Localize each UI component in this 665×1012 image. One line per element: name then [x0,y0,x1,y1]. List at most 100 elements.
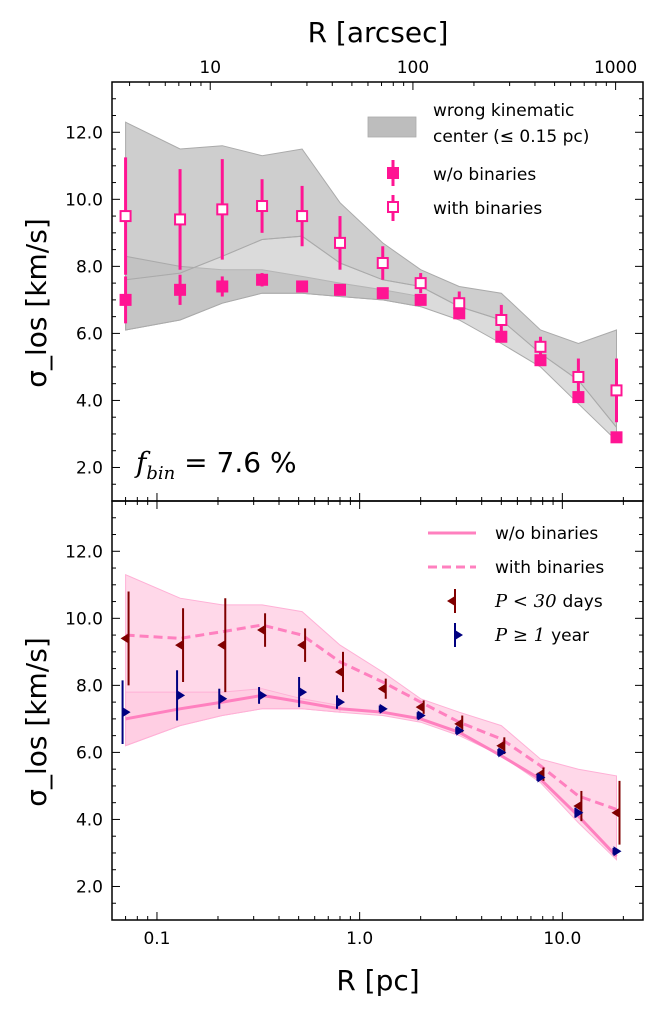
data-point-filled [296,280,309,293]
data-point-triangle-right [379,703,388,714]
data-point-filled [572,391,585,404]
data-point-triangle-right [575,807,584,818]
data-point-triangle-left [573,801,582,812]
top-x-tick-label: 1000 [594,58,637,78]
data-point-filled [216,280,229,293]
data-point-triangle-right [219,693,228,704]
x-tick-label: 1.0 [346,929,373,949]
data-point-open [376,257,389,270]
bottom-panel: 2.0 4.0 6.0 8.0 10.0 12.0 0.1 1.0 10.0 [65,500,644,949]
data-point-filled [256,273,269,286]
y-tick-label: 6.0 [76,743,103,763]
data-point-open [534,340,547,353]
y-tick-label: 2.0 [76,458,103,478]
legend-filled-marker [387,167,399,179]
data-point-open [334,236,347,249]
y-tick-label: 2.0 [76,877,103,897]
data-point-triangle-right [417,710,426,721]
legend-band-swatch [367,116,417,138]
y-tick-label: 8.0 [76,257,103,277]
bottom-legend: w/o binaries with binaries P < 30 days P … [428,524,604,647]
data-point-open [453,297,466,310]
data-point-filled [414,293,427,306]
y-tick-label: 4.0 [76,810,103,830]
legend-blue-label: P ≥ 1 year [494,625,589,646]
data-point-open [610,384,623,397]
legend-band-label-2: center (≤ 0.15 pc) [433,127,589,147]
data-point-triangle-right [456,725,465,736]
legend-red-symbol: P < 30 [494,591,557,612]
data-point-triangle-right [299,687,308,698]
top-axis-label: R [arcsec] [308,16,449,49]
data-point-triangle-left [217,640,226,651]
data-point-open [572,370,585,383]
y-tick-label: 12.0 [65,542,103,562]
data-point-open [414,277,427,290]
y-tick-label: 10.0 [65,609,103,629]
data-point-triangle-left [175,640,184,651]
legend-red-label: P < 30 days [494,591,603,612]
top-panel: 2.0 4.0 6.0 8.0 10.0 12.0 10 100 1000 [65,58,644,502]
fbin-annotation: fbin = 7.6 % [134,446,297,484]
data-point-open [495,313,508,326]
data-point-open [256,200,269,213]
legend-red-text: days [563,592,603,612]
x-axis-label: R [pc] [336,964,419,997]
data-point-filled [495,330,508,343]
y-tick-label: 8.0 [76,676,103,696]
data-point-triangle-left [415,702,424,713]
data-point-filled [534,354,547,367]
top-x-tick-label: 100 [397,58,429,78]
legend-blue-symbol: P ≥ 1 [494,625,545,646]
data-point-filled [334,283,347,296]
data-point-triangle-left [611,807,620,818]
y-tick-label: 4.0 [76,391,103,411]
data-point-triangle-left [257,625,266,636]
legend-dashed-label: with binaries [495,558,604,578]
band-inner-region [125,688,341,747]
data-point-triangle-left [120,633,129,644]
y-tick-label: 10.0 [65,190,103,210]
x-tick-label: 0.1 [143,929,170,949]
data-point-open [216,203,229,216]
data-point-open [174,213,187,226]
plot-frame [111,500,644,921]
data-point-triangle-right [337,697,346,708]
data-point-filled [119,293,132,306]
data-point-open [296,210,309,223]
data-point-filled [174,283,187,296]
data-point-triangle-right [122,707,131,718]
data-point-filled [610,431,623,444]
legend-open-label: with binaries [433,199,542,219]
fbin-value: = 7.6 % [175,446,296,479]
legend-blue-marker [455,630,463,640]
legend-blue-text: year [551,626,589,646]
y-axis-label-bottom: σ_los [km/s] [20,637,53,807]
data-point-triangle-right [177,690,186,701]
top-legend: wrong kinematic center (≤ 0.15 pc) w/o b… [367,101,589,221]
data-point-triangle-right [613,846,622,857]
legend-solid-label: w/o binaries [495,524,598,544]
y-axis-label-top: σ_los [km/s] [20,218,53,388]
data-point-triangle-right [498,747,507,758]
data-point-triangle-right [259,690,268,701]
top-x-tick-label: 10 [199,58,221,78]
data-point-triangle-right [537,772,546,783]
legend-filled-label: w/o binaries [433,165,536,185]
y-tick-label: 6.0 [76,324,103,344]
legend-red-marker [447,596,455,606]
y-tick-label: 12.0 [65,123,103,143]
data-point-filled [376,287,389,300]
data-point-triangle-left [297,640,306,651]
legend-band-label-1: wrong kinematic [433,101,574,121]
legend-open-marker [387,201,399,213]
data-point-triangle-left [454,718,463,729]
data-point-triangle-left [335,666,344,677]
series-line-dashed [125,623,617,811]
data-point-triangle-left [496,740,505,751]
data-point-open [119,210,132,223]
x-tick-label: 10.0 [543,929,581,949]
fbin-subscript: bin [146,463,175,484]
data-point-triangle-left [377,683,386,694]
